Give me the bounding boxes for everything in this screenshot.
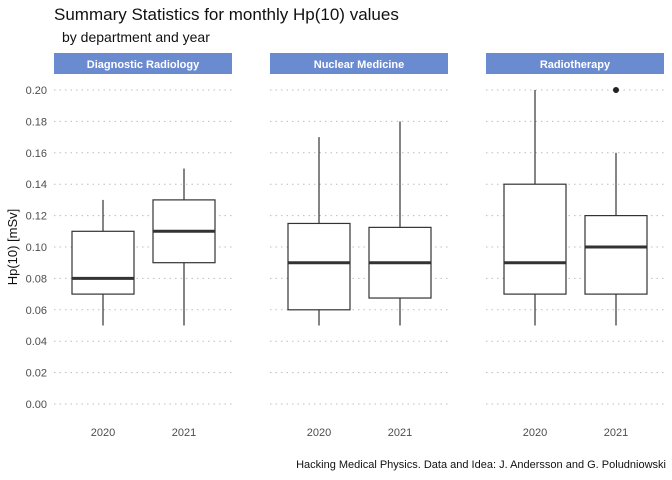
y-tick-label: 0.10 xyxy=(26,242,47,254)
facet-label: Radiotherapy xyxy=(540,59,611,71)
y-tick-label: 0.08 xyxy=(26,273,47,285)
chart-title: Summary Statistics for monthly Hp(10) va… xyxy=(54,5,399,24)
box-iqr xyxy=(287,222,351,311)
y-tick-label: 0.16 xyxy=(26,148,47,160)
y-axis-label: Hp(10) [mSv] xyxy=(5,209,20,286)
box-iqr xyxy=(503,183,567,295)
outlier-point xyxy=(613,87,619,93)
y-tick-label: 0.18 xyxy=(26,116,47,128)
facet-label: Diagnostic Radiology xyxy=(87,59,200,71)
box-iqr xyxy=(584,215,648,295)
chart-subtitle: by department and year xyxy=(62,29,210,45)
x-tick-label: 2020 xyxy=(307,427,331,439)
y-tick-label: 0.06 xyxy=(26,305,47,317)
x-tick-label: 2020 xyxy=(523,427,547,439)
facet-strip xyxy=(486,53,664,74)
y-tick-label: 0.12 xyxy=(26,211,47,223)
facet-label: Nuclear Medicine xyxy=(314,59,404,71)
x-tick-label: 2021 xyxy=(388,427,412,439)
y-tick-label: 0.02 xyxy=(26,368,47,380)
y-tick-label: 0.04 xyxy=(26,336,47,348)
y-tick-label: 0.00 xyxy=(26,399,47,411)
facet-strip xyxy=(270,53,448,74)
facet-strip xyxy=(54,53,232,74)
y-tick-label: 0.20 xyxy=(26,85,47,97)
x-tick-label: 2020 xyxy=(91,427,115,439)
x-tick-label: 2021 xyxy=(604,427,628,439)
chart-caption: Hacking Medical Physics. Data and Idea: … xyxy=(296,459,666,471)
x-tick-label: 2021 xyxy=(172,427,196,439)
y-tick-label: 0.14 xyxy=(26,179,47,191)
box-iqr xyxy=(71,230,135,295)
